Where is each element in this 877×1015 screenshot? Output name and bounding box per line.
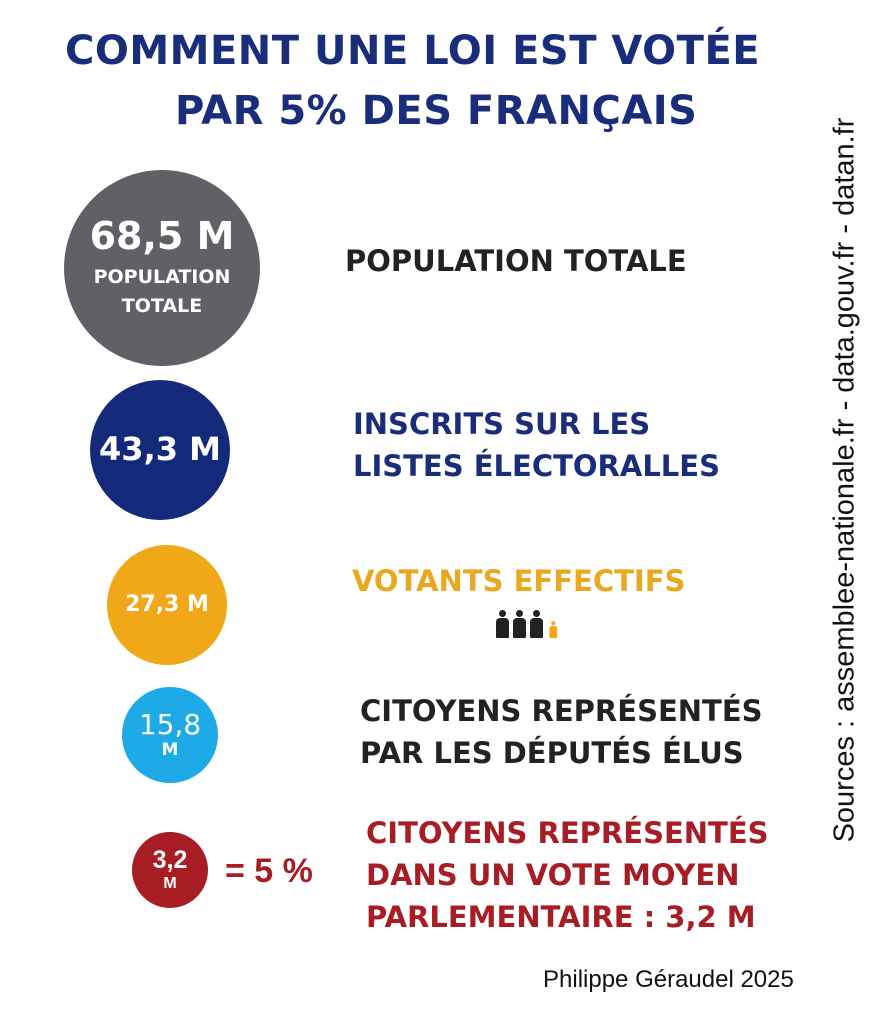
- label-line: PARLEMENTAIRE : 3,2 M: [366, 900, 756, 935]
- sources-text: Sources : assemblee-nationale.fr - data.…: [828, 117, 861, 843]
- label-line: INSCRITS SUR LES: [353, 407, 651, 441]
- registered-value: 43,3 M: [99, 430, 221, 469]
- title-line-1: COMMENT UNE LOI EST VOTÉE: [65, 28, 761, 74]
- label-line: POPULATION TOTALE: [345, 244, 687, 278]
- label-line: PAR LES DÉPUTÉS ÉLUS: [360, 736, 744, 771]
- label-line: DANS UN VOTE MOYEN: [366, 858, 740, 893]
- label-line: CITOYENS REPRÉSENTÉS: [366, 816, 769, 850]
- voters-value: 27,3 M: [125, 591, 209, 617]
- label-line: VOTANTS EFFECTIFS: [352, 564, 686, 598]
- registered-label: INSCRITS SUR LES LISTES ÉLECTORALLES: [353, 403, 720, 487]
- people-icon: [496, 610, 564, 642]
- population-circle: 68,5 M POPULATION TOTALE: [64, 170, 260, 366]
- registered-circle: 43,3 M: [90, 380, 230, 520]
- percent-equals: = 5 %: [225, 852, 313, 890]
- population-value: 68,5 M: [89, 213, 235, 258]
- label-line: CITOYENS REPRÉSENTÉS: [360, 694, 763, 728]
- represented-value: 15,8: [138, 708, 202, 742]
- vote-label: CITOYENS REPRÉSENTÉS DANS UN VOTE MOYEN …: [366, 812, 769, 938]
- represented-unit: M: [161, 740, 179, 761]
- label-line: LISTES ÉLECTORALLES: [353, 449, 720, 484]
- represented-label: CITOYENS REPRÉSENTÉS PAR LES DÉPUTÉS ÉLU…: [360, 690, 763, 774]
- voters-label: VOTANTS EFFECTIFS: [352, 560, 685, 602]
- population-sub: POPULATION TOTALE: [93, 266, 231, 317]
- author-credit: Philippe Géraudel 2025: [543, 966, 794, 993]
- represented-circle: 15,8 M: [122, 687, 218, 783]
- population-label: POPULATION TOTALE: [345, 240, 687, 282]
- vote-unit: M: [163, 874, 177, 892]
- vote-circle: 3,2 M: [132, 832, 208, 908]
- vote-value: 3,2: [152, 846, 188, 875]
- title-line-2: PAR 5% DES FRANÇAIS: [175, 88, 698, 134]
- voters-circle: 27,3 M: [107, 545, 227, 665]
